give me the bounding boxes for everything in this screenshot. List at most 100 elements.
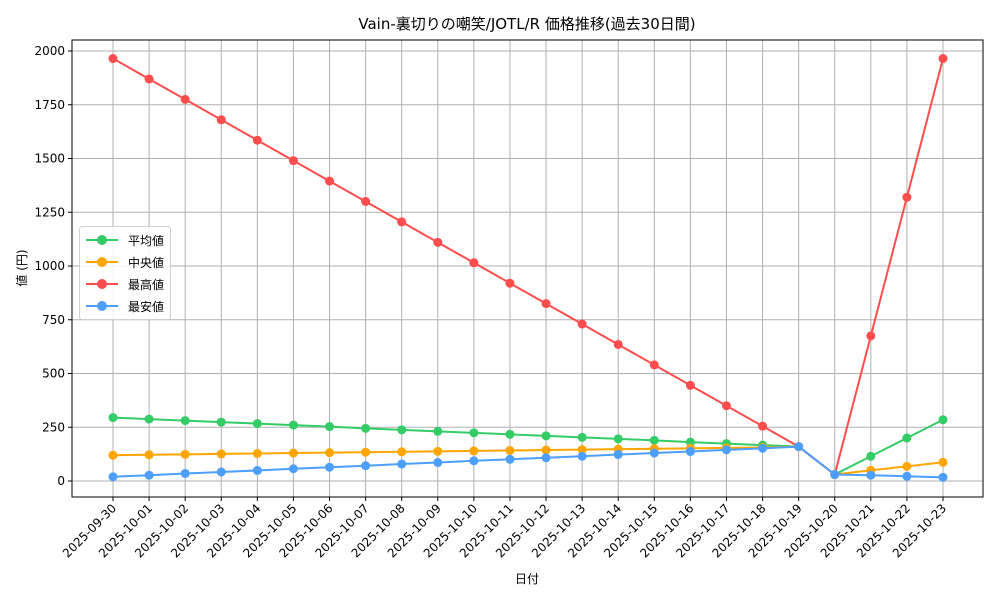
data-point [180, 449, 190, 459]
data-point [433, 426, 443, 436]
data-point [938, 415, 948, 425]
y-tick-label: 1250 [34, 205, 65, 219]
data-point [685, 437, 695, 447]
data-point [433, 458, 443, 468]
data-point [685, 380, 695, 390]
data-point [613, 450, 623, 460]
data-point [433, 237, 443, 247]
data-point [397, 447, 407, 457]
data-point [325, 448, 335, 458]
data-point [541, 431, 551, 441]
data-point [288, 448, 298, 458]
legend-item-median: 中央値 [80, 251, 170, 273]
data-point [469, 446, 479, 456]
chart-title: Vain-裏切りの嘲笑/JOTL/R 価格推移(過去30日間) [358, 15, 695, 33]
data-point [252, 448, 262, 458]
x-axis-label: 日付 [515, 572, 539, 586]
series-line [108, 442, 948, 482]
data-point [938, 457, 948, 467]
legend-label: 平均値 [128, 233, 165, 248]
data-point [397, 425, 407, 435]
y-axis: 0 250 500 750 1000 1250 1500 1750 2000 [34, 44, 72, 488]
series-line [108, 413, 948, 480]
data-point [505, 445, 515, 455]
y-tick-label: 250 [42, 420, 65, 434]
line-marker-icon [86, 233, 118, 247]
data-point [685, 447, 695, 457]
y-tick-label: 500 [42, 367, 65, 381]
data-point [252, 135, 262, 145]
legend: 平均値 中央値 最高値 最安値 [79, 226, 171, 320]
data-point [613, 339, 623, 349]
data-point [288, 464, 298, 474]
data-point [505, 278, 515, 288]
legend-item-average: 平均値 [80, 229, 170, 251]
data-point [721, 445, 731, 455]
data-point [866, 451, 876, 461]
plot-frame [71, 39, 984, 498]
data-point [252, 419, 262, 429]
data-point [216, 449, 226, 459]
y-tick-label: 750 [42, 313, 65, 327]
data-point [469, 428, 479, 438]
data-point [505, 429, 515, 439]
data-point [144, 450, 154, 460]
data-point [144, 74, 154, 84]
data-point [397, 217, 407, 227]
x-axis: 2025-09-302025-10-012025-10-022025-10-03… [60, 497, 949, 560]
series-line [108, 54, 948, 480]
data-point [577, 451, 587, 461]
data-point [180, 416, 190, 426]
data-point [325, 176, 335, 186]
line-marker-icon [86, 277, 118, 291]
data-point [108, 54, 118, 64]
data-point [325, 422, 335, 432]
data-point [938, 472, 948, 482]
data-point [216, 417, 226, 427]
data-point [541, 453, 551, 463]
data-point [938, 54, 948, 64]
y-tick-label: 1000 [34, 259, 65, 273]
legend-item-max: 最高値 [80, 273, 170, 295]
data-point [541, 299, 551, 309]
data-point [902, 461, 912, 471]
data-point [866, 331, 876, 341]
y-tick-label: 0 [57, 474, 65, 488]
data-point [288, 420, 298, 430]
y-tick-label: 2000 [34, 44, 65, 58]
data-point [108, 413, 118, 423]
legend-label: 最安値 [128, 299, 165, 314]
data-point [577, 445, 587, 455]
data-point [288, 156, 298, 166]
data-point [180, 94, 190, 104]
data-point [180, 468, 190, 478]
data-point [577, 319, 587, 329]
data-point [108, 450, 118, 460]
data-point [361, 423, 371, 433]
y-tick-label: 1750 [34, 98, 65, 112]
line-marker-icon [86, 255, 118, 269]
data-point [794, 442, 804, 452]
data-point [108, 472, 118, 482]
data-point [902, 471, 912, 481]
data-point [216, 115, 226, 125]
legend-label: 最高値 [128, 277, 165, 292]
data-point [216, 467, 226, 477]
series-layer [108, 54, 948, 482]
y-tick-label: 1500 [34, 152, 65, 166]
y-axis-label: 値 (円) [14, 249, 29, 286]
series-line [108, 442, 948, 480]
data-point [721, 401, 731, 411]
data-point [325, 462, 335, 472]
data-point [649, 360, 659, 370]
data-point [433, 446, 443, 456]
data-point [577, 432, 587, 442]
legend-item-min: 最安値 [80, 295, 170, 317]
data-point [649, 448, 659, 458]
data-point [144, 414, 154, 424]
data-point [361, 197, 371, 206]
data-point [252, 465, 262, 475]
data-point [902, 192, 912, 202]
data-point [469, 456, 479, 466]
